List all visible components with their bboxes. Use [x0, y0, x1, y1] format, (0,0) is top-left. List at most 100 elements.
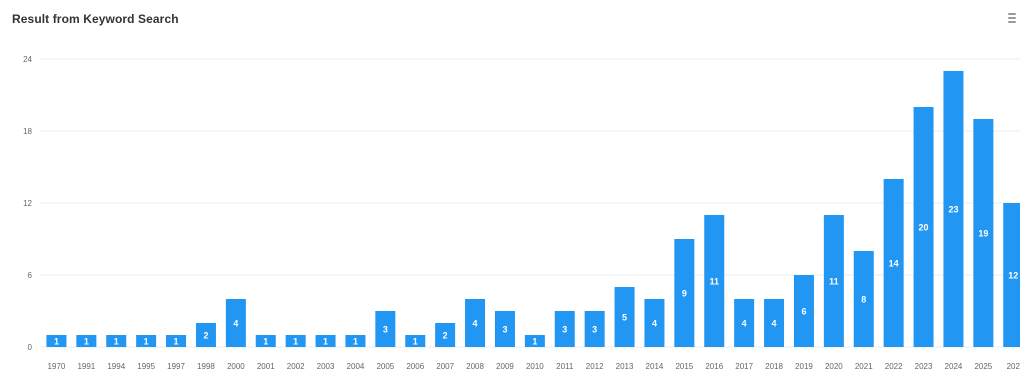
bar[interactable] [764, 299, 785, 347]
x-tick-label: 2004 [347, 362, 365, 371]
x-tick-label: 2018 [765, 362, 783, 371]
x-tick-label: 2006 [406, 362, 424, 371]
x-tick-label: 1970 [48, 362, 66, 371]
x-tick-label: 2001 [257, 362, 275, 371]
bar-value-label: 4 [473, 319, 478, 329]
bar[interactable] [913, 107, 934, 347]
x-tick-label: 2021 [855, 362, 873, 371]
bar[interactable] [465, 299, 486, 347]
bar[interactable] [225, 299, 246, 347]
bar-value-label: 1 [84, 337, 89, 347]
bar-value-label: 1 [353, 337, 358, 347]
x-tick-label: 2023 [915, 362, 933, 371]
bar-value-label: 1 [114, 337, 119, 347]
y-tick-label: 0 [28, 343, 33, 352]
bar[interactable] [1003, 203, 1020, 347]
bar-value-label: 4 [233, 319, 238, 329]
bar[interactable] [644, 299, 665, 347]
bar[interactable] [345, 335, 366, 347]
bar[interactable] [46, 335, 67, 347]
x-axis-ticks: 1970 1991 1994 1995 1997 1998 2000 2001 2002 2003… [48, 362, 1020, 371]
bar[interactable] [255, 335, 276, 347]
bar[interactable] [734, 299, 755, 347]
x-tick-label: 2007 [436, 362, 454, 371]
x-tick-label: 2009 [496, 362, 514, 371]
bar[interactable] [195, 323, 216, 347]
bar[interactable] [315, 335, 336, 347]
x-tick-label: 2019 [795, 362, 813, 371]
x-tick-label: 2000 [227, 362, 245, 371]
x-tick-label: 202 [1007, 362, 1020, 371]
x-tick-label: 2025 [974, 362, 992, 371]
bar-value-label: 1 [323, 337, 328, 347]
x-tick-label: 2020 [825, 362, 843, 371]
x-tick-label: 2015 [675, 362, 693, 371]
x-tick-label: 2003 [317, 362, 335, 371]
bar[interactable] [285, 335, 306, 347]
x-tick-label: 2013 [616, 362, 634, 371]
bar-value-label: 11 [709, 277, 719, 287]
x-tick-label: 2022 [885, 362, 903, 371]
y-tick-label: 6 [28, 271, 33, 280]
x-tick-label: 2010 [526, 362, 544, 371]
bar-value-label: 2 [203, 331, 208, 341]
bar-value-label: 3 [562, 325, 567, 335]
hamburger-menu-icon[interactable] [1008, 13, 1016, 23]
x-tick-label: 1995 [137, 362, 155, 371]
x-tick-label: 2011 [556, 362, 574, 371]
bar[interactable] [674, 239, 695, 347]
y-tick-label: 18 [23, 127, 32, 136]
x-tick-label: 2012 [586, 362, 604, 371]
bar[interactable] [943, 71, 964, 347]
bar-value-label: 3 [502, 325, 507, 335]
bar[interactable] [136, 335, 157, 347]
bar-value-label: 5 [622, 313, 627, 323]
bar-value-label: 20 [919, 223, 929, 233]
bar-value-label: 9 [682, 289, 687, 299]
x-tick-label: 2005 [376, 362, 394, 371]
bar-value-label: 3 [592, 325, 597, 335]
bar-value-label: 4 [652, 319, 657, 329]
x-tick-label: 2002 [287, 362, 305, 371]
bar-value-label: 1 [54, 337, 59, 347]
bar-value-label: 1 [413, 337, 418, 347]
bar-value-label: 1 [293, 337, 298, 347]
bar-value-label: 14 [889, 259, 899, 269]
bar[interactable] [704, 215, 725, 347]
bar[interactable] [554, 311, 575, 347]
bar[interactable] [106, 335, 127, 347]
x-tick-label: 1997 [167, 362, 185, 371]
bar[interactable] [405, 335, 426, 347]
bar[interactable] [853, 251, 874, 347]
y-tick-label: 12 [23, 199, 32, 208]
bar[interactable] [793, 275, 814, 347]
bar[interactable] [584, 311, 605, 347]
y-axis-ticks: 0 6 12 18 24 [23, 55, 32, 352]
bar[interactable] [524, 335, 545, 347]
bar-value-label: 1 [532, 337, 537, 347]
bar[interactable] [166, 335, 187, 347]
bar-value-label: 19 [978, 229, 988, 239]
bar[interactable] [973, 119, 994, 347]
x-tick-label: 2016 [705, 362, 723, 371]
chart-title: Result from Keyword Search [12, 12, 179, 26]
x-tick-label: 2008 [466, 362, 484, 371]
bar-value-label: 1 [174, 337, 179, 347]
bar-value-label: 8 [861, 295, 866, 305]
bar[interactable] [435, 323, 456, 347]
bar-value-label: 23 [948, 205, 958, 215]
bar[interactable] [494, 311, 515, 347]
bar[interactable] [614, 287, 635, 347]
bar-value-label: 2 [443, 331, 448, 341]
bar[interactable] [883, 179, 904, 347]
x-tick-label: 1998 [197, 362, 215, 371]
bar[interactable] [76, 335, 97, 347]
bar-value-label: 12 [1008, 271, 1018, 281]
bar[interactable] [823, 215, 844, 347]
x-tick-label: 2024 [945, 362, 963, 371]
x-tick-label: 2014 [646, 362, 664, 371]
bar[interactable] [375, 311, 396, 347]
x-tick-label: 1994 [107, 362, 125, 371]
